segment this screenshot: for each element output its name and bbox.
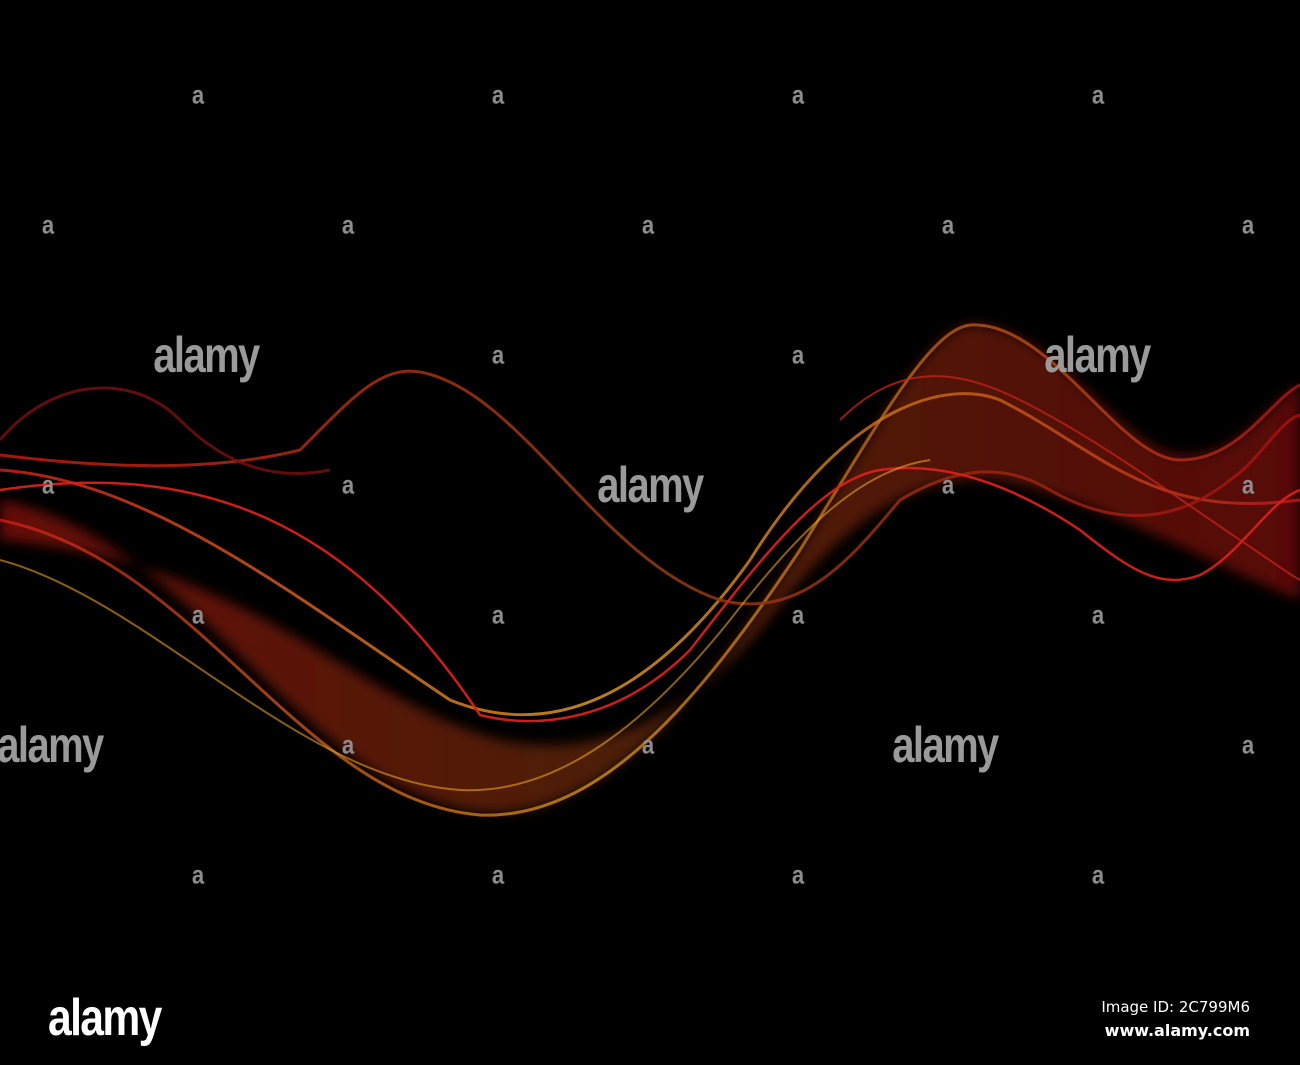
- wave-band-glow: [0, 324, 1300, 813]
- watermark-mark: a: [791, 859, 805, 890]
- watermark-mark: a: [941, 209, 955, 240]
- watermark-mark: a: [341, 469, 355, 500]
- watermark-mark: a: [1241, 729, 1255, 760]
- watermark-mark: a: [791, 339, 805, 370]
- image-id-label: Image ID: 2C799M6: [1101, 998, 1250, 1016]
- watermark-mark: a: [491, 79, 505, 110]
- watermark-mark: a: [191, 859, 205, 890]
- watermark-mark: a: [491, 339, 505, 370]
- watermark-mark: a: [341, 209, 355, 240]
- watermark-logo: alamy: [153, 327, 260, 383]
- wave-strand: [839, 375, 1300, 581]
- wave-strand: [0, 459, 931, 792]
- watermark-mark: a: [1091, 599, 1105, 630]
- wave-strand: [0, 323, 1300, 817]
- watermark-logo: alamy: [1044, 327, 1151, 383]
- watermark-mark: a: [491, 859, 505, 890]
- watermark-mark: a: [341, 729, 355, 760]
- watermark-mark: a: [641, 209, 655, 240]
- wave-strand: [0, 386, 331, 475]
- wave-strands: [0, 323, 1300, 817]
- watermark-mark: a: [791, 79, 805, 110]
- wave-strand: [0, 369, 1300, 606]
- site-url: www.alamy.com: [1104, 1021, 1250, 1040]
- watermark-mark: a: [1091, 859, 1105, 890]
- watermark-mark: a: [41, 209, 55, 240]
- wave-strand: [0, 392, 1300, 717]
- watermark-mark: a: [1241, 469, 1255, 500]
- watermark-mark: a: [191, 599, 205, 630]
- watermark-mark: a: [641, 729, 655, 760]
- alamy-logo: alamy: [48, 989, 162, 1047]
- watermark-mark: a: [1241, 209, 1255, 240]
- watermark-mark: a: [41, 469, 55, 500]
- wave-strand: [0, 466, 1300, 723]
- watermark-mark: a: [941, 469, 955, 500]
- watermark-mark: a: [491, 599, 505, 630]
- watermark-logo: alamy: [0, 717, 104, 773]
- watermark-logo: alamy: [892, 717, 999, 773]
- watermark-mark: a: [1091, 79, 1105, 110]
- watermark-mark: a: [791, 599, 805, 630]
- watermark-mark: a: [191, 79, 205, 110]
- watermark-logo: alamy: [597, 457, 704, 513]
